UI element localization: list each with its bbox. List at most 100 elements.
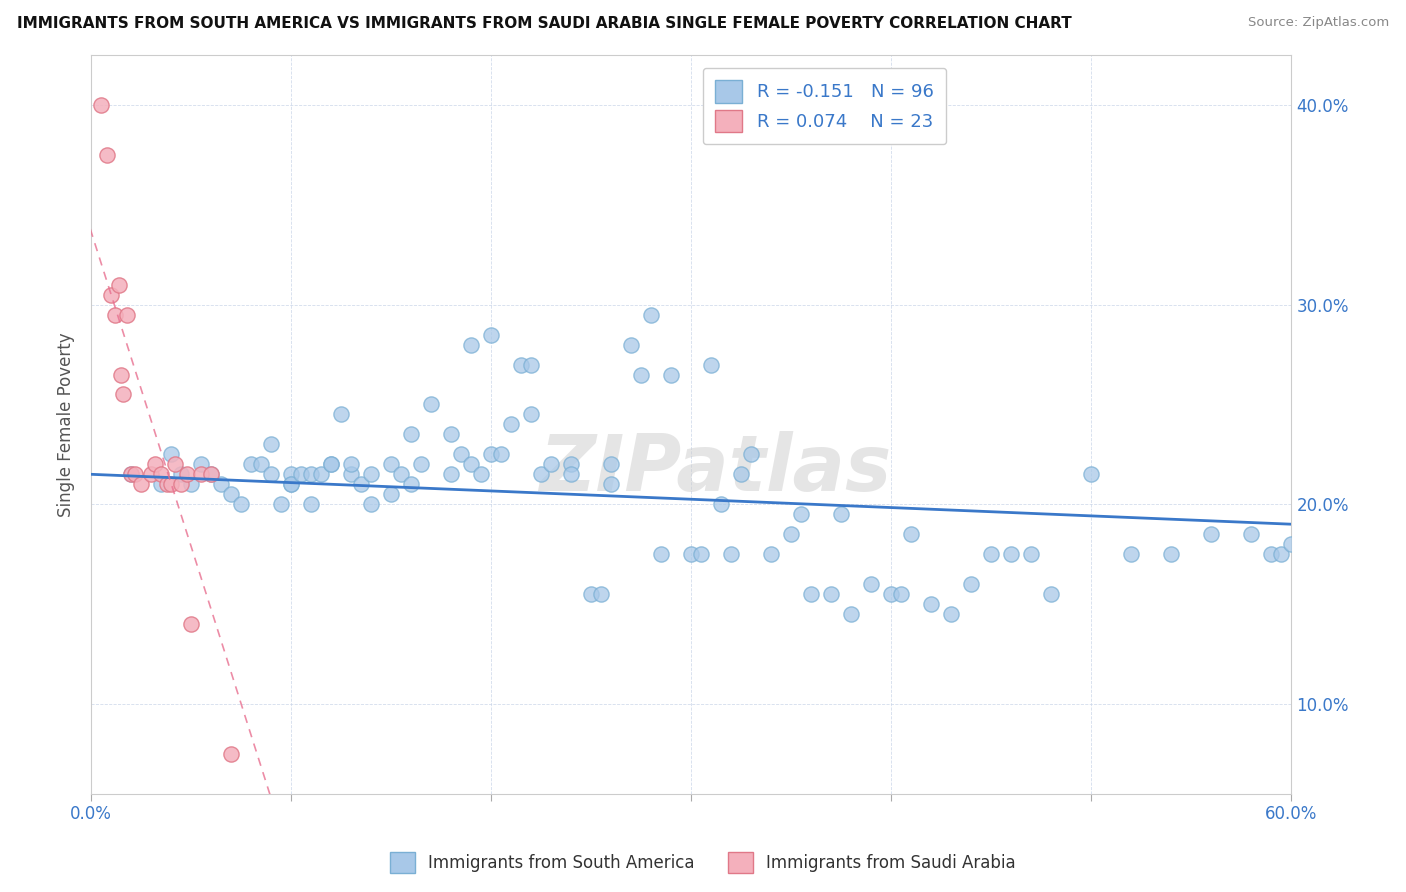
Point [124, 467, 146, 482]
Point [231, 497, 253, 511]
Point [900, 527, 922, 541]
Point [880, 587, 903, 601]
Point [290, 467, 312, 482]
Point [780, 527, 803, 541]
Point [209, 477, 232, 491]
Point [520, 408, 543, 422]
Point [1160, 547, 1182, 561]
Point [460, 337, 482, 351]
Point [1000, 547, 1022, 561]
Point [520, 358, 543, 372]
Point [299, 497, 322, 511]
Point [309, 467, 332, 482]
Point [720, 547, 742, 561]
Point [200, 467, 222, 482]
Point [129, 477, 152, 491]
Point [1040, 587, 1063, 601]
Point [340, 467, 363, 482]
Point [700, 358, 723, 372]
Point [1080, 467, 1102, 482]
Point [479, 447, 502, 461]
Point [360, 497, 382, 511]
Point [730, 467, 752, 482]
Point [350, 477, 373, 491]
Point [380, 458, 402, 472]
Point [96, 148, 118, 162]
Point [108, 277, 131, 292]
Point [143, 458, 166, 472]
Point [170, 477, 193, 491]
Point [690, 547, 713, 561]
Point [491, 447, 513, 461]
Point [170, 467, 193, 482]
Point [260, 437, 283, 451]
Point [165, 458, 187, 472]
Text: ZIPatlas: ZIPatlas [538, 431, 891, 507]
Point [330, 408, 353, 422]
Text: Source: ZipAtlas.com: Source: ZipAtlas.com [1249, 16, 1389, 29]
Point [650, 547, 672, 561]
Point [941, 607, 963, 621]
Point [960, 577, 983, 591]
Point [250, 458, 273, 472]
Point [190, 458, 212, 472]
Point [630, 368, 652, 382]
Point [219, 487, 242, 501]
Point [710, 497, 733, 511]
Point [620, 337, 643, 351]
Point [920, 597, 942, 611]
Point [399, 427, 422, 442]
Point [399, 477, 422, 491]
Point [560, 467, 582, 482]
Point [501, 417, 523, 432]
Point [740, 447, 762, 461]
Point [1240, 527, 1263, 541]
Point [321, 458, 343, 472]
Point [440, 427, 463, 442]
Point [280, 477, 302, 491]
Text: IMMIGRANTS FROM SOUTH AMERICA VS IMMIGRANTS FROM SAUDI ARABIA SINGLE FEMALE POVE: IMMIGRANTS FROM SOUTH AMERICA VS IMMIGRA… [17, 16, 1071, 31]
Point [890, 587, 912, 601]
Point [681, 547, 703, 561]
Point [600, 477, 623, 491]
Point [90, 98, 112, 112]
Legend: Immigrants from South America, Immigrants from Saudi Arabia: Immigrants from South America, Immigrant… [384, 846, 1022, 880]
Point [160, 447, 183, 461]
Point [260, 467, 283, 482]
Point [581, 587, 603, 601]
Point [120, 467, 142, 482]
Point [420, 397, 443, 411]
Point [440, 467, 463, 482]
Point [1270, 547, 1292, 561]
Point [321, 458, 343, 472]
Point [280, 467, 302, 482]
Point [470, 467, 492, 482]
Point [160, 477, 183, 491]
Point [980, 547, 1002, 561]
Point [141, 467, 163, 482]
Point [540, 458, 562, 472]
Point [591, 587, 613, 601]
Point [460, 458, 482, 472]
Point [1201, 527, 1223, 541]
Point [841, 607, 863, 621]
Point [112, 387, 135, 401]
Point [450, 447, 472, 461]
Point [120, 467, 142, 482]
Point [219, 747, 242, 761]
Point [830, 507, 852, 521]
Point [389, 467, 412, 482]
Point [530, 467, 553, 482]
Point [560, 458, 582, 472]
Point [479, 327, 502, 342]
Point [1021, 547, 1043, 561]
Point [360, 467, 382, 482]
Point [790, 507, 813, 521]
Point [411, 458, 433, 472]
Point [800, 587, 823, 601]
Point [180, 477, 202, 491]
Point [270, 497, 292, 511]
Point [104, 308, 127, 322]
Point [176, 467, 198, 482]
Point [100, 287, 122, 301]
